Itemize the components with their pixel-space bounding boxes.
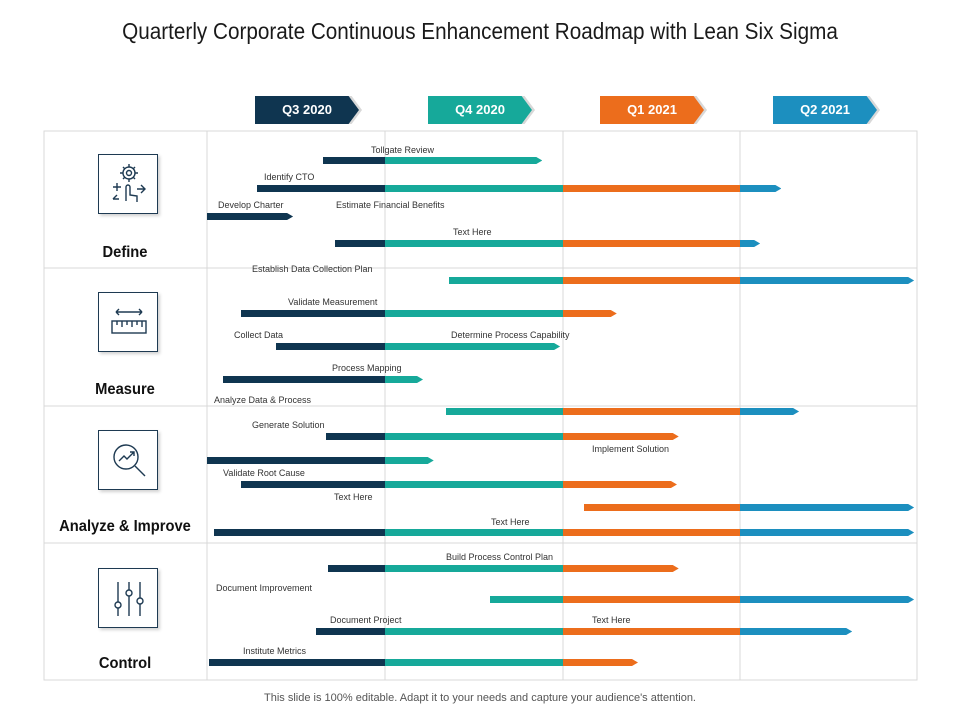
task-bar-segment bbox=[740, 628, 852, 635]
task-bar-segment bbox=[740, 277, 914, 284]
task-bar-segment bbox=[563, 240, 740, 247]
task-bar-segment bbox=[584, 504, 740, 511]
task-label: Text Here bbox=[592, 615, 631, 625]
task-bar-segment bbox=[231, 659, 385, 666]
task-bar-segment bbox=[385, 240, 563, 247]
task-bar-segment bbox=[256, 185, 385, 192]
task-bar-segment bbox=[385, 628, 555, 635]
task-bar-segment bbox=[385, 529, 563, 536]
task-label: Determine Process Capability bbox=[451, 330, 570, 340]
task-label: Develop Charter bbox=[218, 200, 284, 210]
category-label-measure: Measure bbox=[95, 381, 155, 398]
task-bar-segment bbox=[563, 433, 679, 440]
task-bar-segment bbox=[563, 277, 740, 284]
task-label: Validate Measurement bbox=[288, 297, 378, 307]
task-bar-segment bbox=[385, 481, 563, 488]
task-label: Tollgate Review bbox=[371, 145, 435, 155]
task-bar-segment bbox=[214, 529, 385, 536]
task-bar-segment bbox=[445, 408, 563, 415]
task-bar-segment bbox=[490, 596, 563, 603]
task-bar-segment bbox=[385, 376, 423, 383]
task-label: Process Mapping bbox=[332, 363, 402, 373]
task-bar-segment bbox=[385, 457, 434, 464]
slide-title: Quarterly Corporate Continuous Enhanceme… bbox=[122, 18, 838, 44]
task-label: Institute Metrics bbox=[243, 646, 307, 656]
footer-note: This slide is 100% editable. Adapt it to… bbox=[264, 692, 696, 704]
task-bar-segment bbox=[240, 310, 385, 317]
task-label: Generate Solution bbox=[252, 420, 325, 430]
task-bar-segment bbox=[740, 240, 760, 247]
task-bar-segment bbox=[563, 596, 740, 603]
task-bar-segment bbox=[740, 529, 914, 536]
category-analyze-icon-box bbox=[98, 430, 158, 490]
task-label: Text Here bbox=[453, 227, 492, 237]
task-bar-segment bbox=[563, 185, 740, 192]
category-measure-icon-box bbox=[98, 292, 158, 352]
task-bar-segment bbox=[326, 433, 385, 440]
task-label: Estimate Financial Benefits bbox=[336, 200, 445, 210]
task-bar-segment bbox=[740, 596, 914, 603]
task-bar-segment bbox=[385, 659, 508, 666]
task-bar-segment bbox=[276, 343, 385, 350]
task-bar-segment bbox=[385, 185, 563, 192]
task-label: Collect Data bbox=[234, 330, 284, 340]
task-label: Text Here bbox=[334, 492, 373, 502]
magnifier-chart-icon bbox=[113, 444, 146, 477]
category-control-icon-box bbox=[98, 568, 158, 628]
task-label: Document Project bbox=[330, 615, 402, 625]
task-bar-segment bbox=[385, 343, 560, 350]
task-label: Build Process Control Plan bbox=[446, 552, 554, 562]
gear-hand-icon bbox=[112, 164, 146, 202]
task-bar-segment bbox=[563, 565, 679, 572]
task-label: Text Here bbox=[491, 517, 530, 527]
task-label: Analyze Data & Process bbox=[214, 395, 312, 405]
task-bar-segment bbox=[740, 504, 914, 511]
category-define-icon-box bbox=[98, 154, 158, 214]
task-bar-segment bbox=[223, 376, 385, 383]
task-bar-segment bbox=[322, 157, 385, 164]
task-bar-segment bbox=[207, 457, 385, 464]
ruler-icon bbox=[111, 308, 147, 334]
task-label: Identify CTO bbox=[264, 172, 315, 182]
task-bar-segment bbox=[207, 213, 293, 220]
category-label-analyze-improve: Analyze & Improve bbox=[59, 518, 191, 535]
task-bar-segment bbox=[385, 565, 563, 572]
category-label-control: Control bbox=[98, 655, 152, 672]
task-label: Document Improvement bbox=[216, 583, 313, 593]
task-bar-segment bbox=[563, 529, 740, 536]
task-bar-segment bbox=[740, 185, 781, 192]
category-label-define: Define bbox=[102, 244, 148, 261]
task-bar-segment bbox=[385, 310, 563, 317]
task-bar-segment bbox=[328, 565, 385, 572]
quarter-q4-2020: Q4 2020 bbox=[428, 96, 532, 124]
quarter-q2-2021: Q2 2021 bbox=[773, 96, 877, 124]
task-bar-segment bbox=[563, 481, 677, 488]
task-label: Implement Solution bbox=[592, 444, 670, 454]
task-bar-segment bbox=[584, 628, 740, 635]
task-bar-segment bbox=[315, 628, 385, 635]
task-bar-segment bbox=[563, 310, 617, 317]
task-bar-segment bbox=[385, 433, 563, 440]
task-bar-segment bbox=[563, 408, 740, 415]
task-bar-segment bbox=[385, 157, 542, 164]
task-bar-segment bbox=[240, 481, 385, 488]
task-bar-segment bbox=[563, 659, 638, 666]
quarter-q1-2021: Q1 2021 bbox=[600, 96, 704, 124]
task-bar-segment bbox=[740, 408, 799, 415]
quarter-q3-2020: Q3 2020 bbox=[255, 96, 359, 124]
task-bar-segment bbox=[449, 277, 563, 284]
task-bar-segment bbox=[335, 240, 385, 247]
task-label: Validate Root Cause bbox=[223, 468, 305, 478]
sliders-icon bbox=[114, 582, 144, 616]
task-label: Establish Data Collection Plan bbox=[252, 264, 373, 274]
